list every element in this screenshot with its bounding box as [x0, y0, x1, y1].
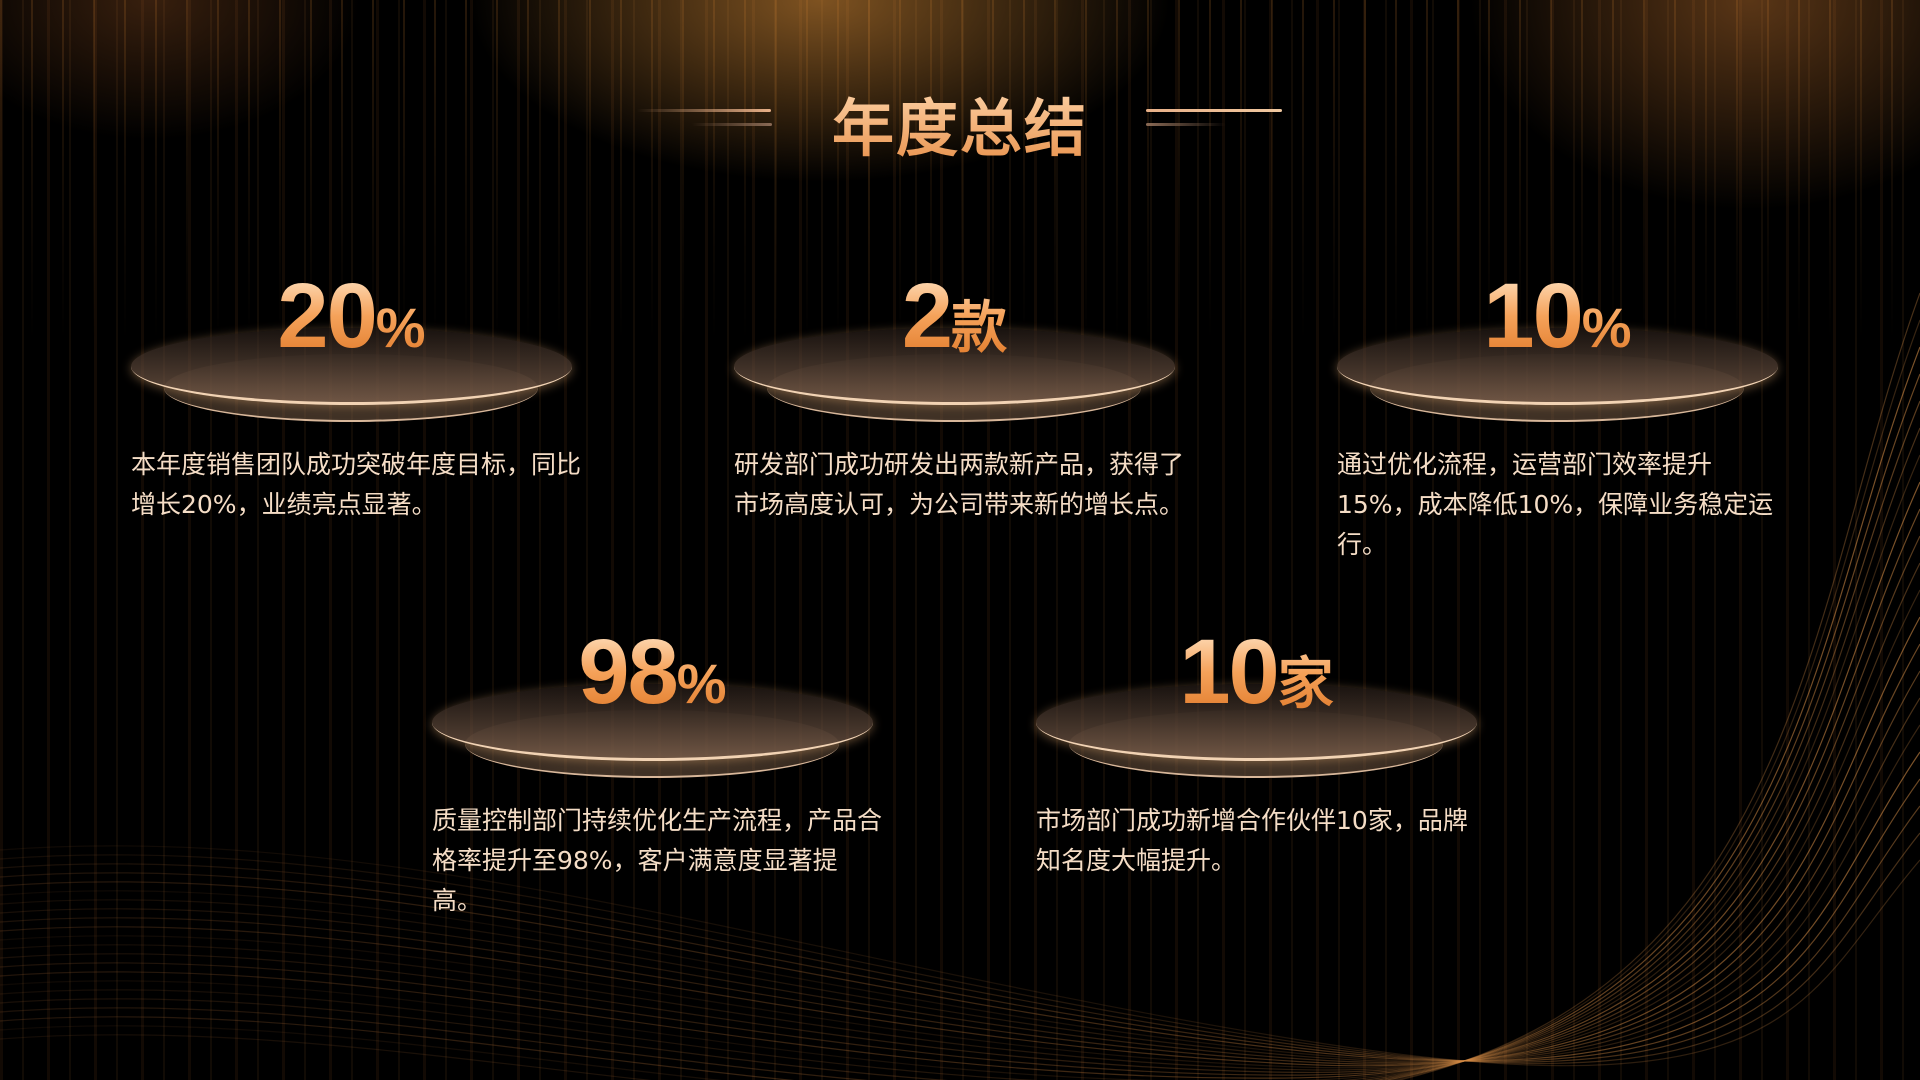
wave-line: [0, 778, 1920, 1062]
wave-line: [0, 562, 1920, 1071]
title-decoration-left: [637, 109, 771, 112]
title-decoration-left-sub: [692, 123, 772, 126]
page-title: 年度总结: [0, 78, 1920, 168]
wave-line: [0, 346, 1920, 1080]
wave-line: [0, 535, 1920, 1074]
wave-line: [0, 832, 1920, 1065]
wave-line: [0, 751, 1920, 1062]
wave-line: [0, 292, 1920, 1080]
wave-line: [0, 319, 1920, 1080]
wave-line: [0, 427, 1920, 1080]
wave-line: [0, 845, 1920, 1067]
title-decoration-right-sub: [1146, 123, 1226, 126]
podium-top: [131, 328, 572, 405]
stat-description: 研发部门成功研发出两款新产品，获得了市场高度认可，为公司带来新的增长点。: [734, 450, 1185, 519]
wave-line: [0, 805, 1920, 1063]
podium-top: [1036, 684, 1477, 761]
title-decoration-right: [1146, 109, 1282, 112]
wave-line: [0, 400, 1920, 1080]
podium-top: [1337, 328, 1778, 405]
podium-top: [432, 684, 873, 761]
wave-line: [0, 454, 1920, 1080]
wave-line: [0, 643, 1920, 1065]
stat-value: 98%: [432, 626, 873, 718]
stat-value: 2款: [734, 270, 1175, 362]
wave-line: [0, 724, 1920, 1062]
stat-value: 10%: [1337, 270, 1778, 362]
stat-description: 本年度销售团队成功突破年度目标，同比增长20%，业绩亮点显著。: [131, 450, 582, 519]
stat-value: 20%: [131, 270, 572, 362]
stat-description: 通过优化流程，运营部门效率提升15%，成本降低10%，保障业务稳定运行。: [1337, 450, 1774, 559]
stat-value: 10家: [1036, 626, 1477, 718]
wave-line: [0, 373, 1920, 1080]
stat-description: 市场部门成功新增合作伙伴10家，品牌知名度大幅提升。: [1036, 806, 1468, 875]
stat-description: 质量控制部门持续优化生产流程，产品合格率提升至98%，客户满意度显著提高。: [432, 806, 883, 915]
wave-line: [0, 508, 1920, 1076]
background-light-streaks: [0, 0, 1920, 340]
wave-line: [0, 697, 1920, 1063]
wave-line: [0, 670, 1920, 1064]
wave-line: [0, 589, 1920, 1069]
wave-line: [0, 481, 1920, 1079]
wave-line: [0, 616, 1920, 1067]
podium-top: [734, 328, 1175, 405]
